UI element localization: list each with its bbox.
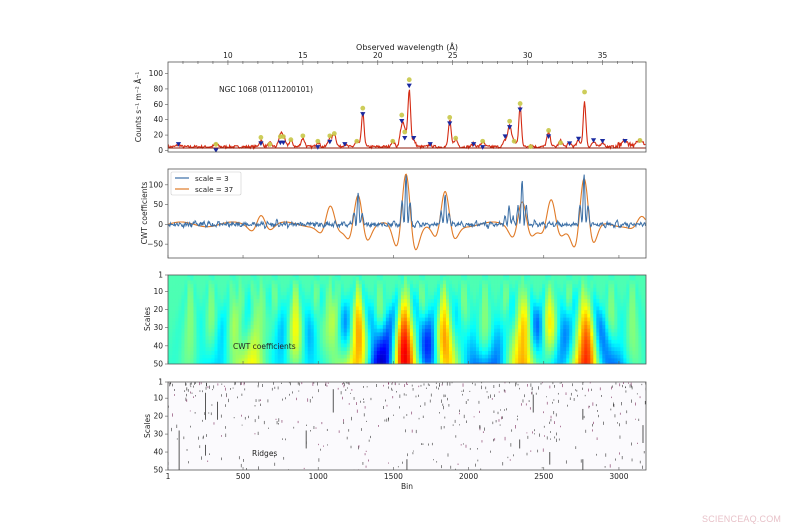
svg-text:40: 40 xyxy=(153,341,163,350)
svg-text:20: 20 xyxy=(153,412,163,421)
spectrum-frame xyxy=(167,61,647,153)
svg-text:500: 500 xyxy=(236,472,251,481)
svg-text:50: 50 xyxy=(153,200,163,209)
spectrum-y-ticks: 0 20 40 60 80 100 xyxy=(149,69,168,155)
svg-text:60: 60 xyxy=(153,100,163,109)
cwt-frame xyxy=(167,168,647,259)
spectrum-ylabel: Counts s⁻¹ m⁻² Å⁻¹ xyxy=(134,72,143,143)
ridges-y-ticks: 1 10 20 30 40 50 xyxy=(153,378,168,475)
svg-text:15: 15 xyxy=(298,51,308,60)
svg-text:3000: 3000 xyxy=(609,472,628,481)
legend: scale = 3 scale = 37 xyxy=(170,171,242,196)
legend-label-scale-3: scale = 3 xyxy=(195,174,229,183)
svg-text:20: 20 xyxy=(373,51,383,60)
svg-text:35: 35 xyxy=(598,51,608,60)
svg-text:80: 80 xyxy=(153,84,163,93)
ridges-frame xyxy=(167,381,647,471)
ridge-lines xyxy=(178,389,644,470)
scalogram-frame xyxy=(167,274,647,365)
scalogram-annotation: CWT coefficients xyxy=(233,342,296,351)
top-xlabel: Observed wavelength (Å) xyxy=(356,41,458,52)
ridge-points xyxy=(168,382,646,470)
svg-text:0: 0 xyxy=(158,220,163,229)
svg-text:10: 10 xyxy=(153,287,163,296)
spectrum-line xyxy=(168,89,646,151)
svg-text:100: 100 xyxy=(149,69,164,78)
svg-text:50: 50 xyxy=(153,360,163,369)
scale-37-line xyxy=(168,173,646,251)
source-annotation: NGC 1068 (0111200101) xyxy=(219,85,313,94)
wavelength-ticks: 10 15 20 25 30 35 xyxy=(182,51,633,65)
svg-text:40: 40 xyxy=(153,448,163,457)
svg-text:30: 30 xyxy=(523,51,533,60)
cwt-ylabel: CWT coefficients xyxy=(140,182,149,245)
cwt-y-ticks: −50 0 50 100 xyxy=(147,180,168,249)
svg-text:50: 50 xyxy=(153,466,163,475)
svg-text:25: 25 xyxy=(448,51,458,60)
peak-markers xyxy=(175,77,643,152)
svg-text:1000: 1000 xyxy=(309,472,328,481)
bin-xlabel: Bin xyxy=(401,482,413,491)
svg-text:−50: −50 xyxy=(147,240,163,249)
svg-text:20: 20 xyxy=(153,305,163,314)
svg-text:1500: 1500 xyxy=(384,472,403,481)
svg-text:2500: 2500 xyxy=(534,472,553,481)
svg-text:0: 0 xyxy=(158,146,163,155)
svg-text:30: 30 xyxy=(153,430,163,439)
svg-text:30: 30 xyxy=(153,323,163,332)
bin-x-ticks: 1 500 1000 1500 2000 2500 3000 xyxy=(166,467,629,481)
ridges-ylabel: Scales xyxy=(143,414,152,438)
scalogram-ylabel: Scales xyxy=(143,307,152,331)
spectrum-panel: Observed wavelength (Å) 10 15 20 25 30 35 0 20… xyxy=(134,41,647,155)
svg-text:1: 1 xyxy=(158,378,163,387)
cwt-panel: −50 0 50 100 CWT coefficients scale = 3 sca… xyxy=(140,168,647,259)
ridges-annotation: Ridges xyxy=(252,449,277,458)
svg-text:100: 100 xyxy=(149,180,164,189)
svg-text:20: 20 xyxy=(153,131,163,140)
svg-text:40: 40 xyxy=(153,115,163,124)
scalogram-panel: 1 10 20 30 40 50 Scales CWT coefficients xyxy=(143,271,647,369)
svg-text:10: 10 xyxy=(223,51,233,60)
svg-text:2000: 2000 xyxy=(459,472,478,481)
legend-label-scale-37: scale = 37 xyxy=(195,185,233,194)
scalogram-heatmap xyxy=(168,275,646,364)
watermark: SCIENCEAQ.COM xyxy=(702,514,782,524)
svg-text:1: 1 xyxy=(166,472,171,481)
scalogram-y-ticks: 1 10 20 30 40 50 xyxy=(153,271,168,369)
svg-text:10: 10 xyxy=(153,394,163,403)
scale-3-line xyxy=(168,174,646,230)
svg-text:1: 1 xyxy=(158,271,163,280)
